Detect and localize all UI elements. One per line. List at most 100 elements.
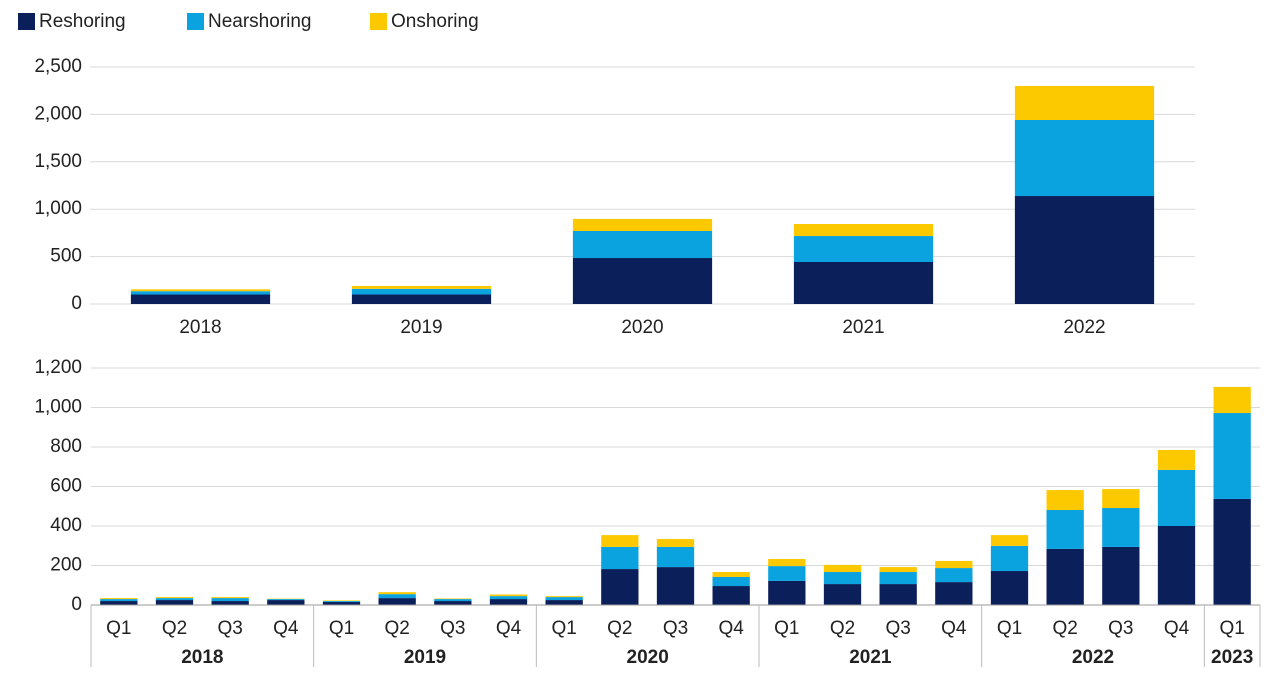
x-tick-label: Q3 (217, 618, 242, 639)
bar-segment (768, 566, 806, 581)
bar-segment (1014, 196, 1155, 304)
bar-segment (601, 546, 639, 570)
bar-segment (351, 285, 492, 289)
x-tick-label: Q1 (774, 618, 799, 639)
bar-segment (100, 601, 138, 605)
bar-segment (572, 258, 713, 304)
bar-segment (211, 597, 249, 599)
bar-segment (378, 598, 416, 605)
bar-segment (100, 599, 138, 602)
bar-segment (155, 598, 194, 601)
x-tick-label: Q2 (162, 618, 187, 639)
bar-segment (656, 546, 695, 568)
bar-segment (1102, 508, 1140, 547)
bar-segment (1157, 526, 1196, 605)
x-tick-label: Q1 (1219, 618, 1244, 639)
bar-segment (489, 594, 528, 597)
bar-segment (351, 294, 492, 304)
bar-segment (1213, 498, 1251, 605)
x-tick-label: Q3 (440, 618, 465, 639)
bar-segment (935, 582, 973, 605)
legend-swatch (18, 13, 35, 30)
y-tick-label: 1,000 (34, 397, 82, 418)
bar-segment (1157, 449, 1196, 470)
x-tick-label: Q2 (1052, 618, 1077, 639)
x-group-label: 2022 (1072, 647, 1114, 668)
bar-segment (130, 289, 271, 292)
x-tick-label: Q1 (551, 618, 576, 639)
bar-segment (267, 599, 305, 601)
bar-segment (823, 572, 862, 585)
x-tick-label: Q4 (941, 618, 967, 639)
bar-segment (1102, 489, 1140, 509)
x-tick-label: Q2 (830, 618, 855, 639)
y-tick-label: 400 (50, 515, 82, 536)
bar-segment (267, 600, 305, 605)
x-tick-label: Q2 (384, 618, 409, 639)
x-tick-label: Q1 (106, 618, 131, 639)
bar-segment (712, 572, 750, 577)
bar-segment (990, 545, 1029, 572)
x-tick-label: Q3 (885, 618, 910, 639)
bar-segment (100, 598, 138, 600)
y-tick-label: 2,000 (34, 103, 82, 124)
x-group-label: 2021 (849, 647, 892, 668)
bar-segment (489, 596, 528, 600)
x-tick-label: Q3 (1108, 618, 1133, 639)
bar-segment (378, 594, 416, 599)
bar-segment (879, 584, 917, 605)
y-tick-label: 0 (71, 293, 82, 314)
bar-segment (656, 567, 695, 605)
bar-segment (322, 602, 361, 605)
bar-segment (378, 592, 416, 595)
bar-segment (351, 288, 492, 295)
bar-segment (434, 599, 472, 602)
bar-segment (1046, 548, 1084, 605)
bar-segment (768, 558, 806, 567)
bar-segment (601, 535, 639, 547)
x-tick-label: Q4 (1164, 618, 1190, 639)
legend-label: Reshoring (39, 11, 126, 32)
y-tick-label: 200 (50, 555, 82, 576)
bar-segment (879, 567, 917, 573)
bar-segment (1014, 119, 1155, 197)
bar-segment (130, 291, 271, 295)
bar-segment (935, 568, 973, 583)
x-tick-label: Q4 (273, 618, 299, 639)
x-tick-label: 2021 (842, 317, 884, 338)
y-tick-label: 500 (50, 246, 82, 267)
x-tick-label: Q3 (663, 618, 688, 639)
bar-segment (211, 598, 249, 602)
y-tick-label: 600 (50, 476, 82, 497)
bar-segment (545, 597, 583, 601)
x-tick-label: 2018 (179, 317, 221, 338)
y-tick-label: 1,000 (34, 198, 82, 219)
bar-segment (601, 569, 639, 605)
bar-segment (155, 597, 194, 599)
bar-segment (793, 223, 934, 237)
bar-segment (322, 601, 361, 603)
x-tick-label: Q2 (607, 618, 632, 639)
bar-segment (990, 571, 1029, 605)
bar-segment (793, 236, 934, 263)
y-tick-label: 2,500 (34, 56, 82, 77)
x-tick-label: Q4 (718, 618, 744, 639)
bar-segment (1046, 490, 1084, 511)
bar-segment (1014, 85, 1155, 120)
bar-segment (1046, 510, 1084, 549)
bar-segment (793, 262, 934, 304)
x-tick-label: Q4 (496, 618, 522, 639)
bar-segment (712, 586, 750, 605)
y-tick-label: 0 (71, 594, 82, 615)
bar-segment (823, 564, 862, 573)
bar-segment (1213, 413, 1251, 499)
x-group-label: 2018 (181, 647, 223, 668)
bar-segment (1157, 469, 1196, 526)
x-tick-label: Q1 (329, 618, 354, 639)
bar-segment (130, 294, 271, 304)
bar-segment (1213, 386, 1251, 414)
x-tick-label: Q1 (997, 618, 1022, 639)
bar-segment (1102, 546, 1140, 605)
bar-segment (434, 601, 472, 605)
